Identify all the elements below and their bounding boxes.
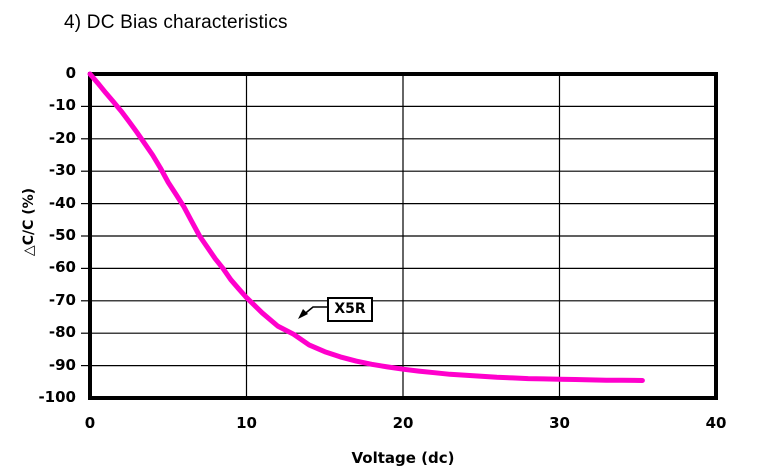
x5r-annotation-arrowhead [298, 309, 308, 319]
y-tick-label: -60 [48, 258, 76, 277]
y-tick-label: -100 [38, 388, 76, 406]
x-tick-label: 10 [236, 414, 257, 432]
y-tick-label: -70 [48, 290, 76, 309]
y-tick-label: -40 [48, 193, 76, 212]
chart-title: 4) DC Bias characteristics [64, 12, 288, 33]
plot-frame [88, 72, 718, 400]
y-tick-label: -20 [48, 128, 76, 147]
x5r-curve [87, 71, 645, 383]
x-tick-label: 20 [392, 414, 414, 432]
x-tick-label: 0 [84, 414, 96, 432]
y-tick-label: -30 [48, 161, 76, 180]
y-tick-label: -10 [48, 96, 76, 115]
y-tick-label: -90 [48, 355, 76, 374]
x-axis-label: Voltage (dc) [351, 449, 455, 467]
x-tick-label: 40 [705, 414, 727, 432]
x5r-annotation-label: X5R [327, 297, 373, 322]
x-tick-label: 30 [549, 414, 570, 432]
y-tick-label: 0 [65, 64, 76, 82]
y-tick-label: -80 [48, 323, 76, 342]
y-tick-label: -50 [48, 226, 76, 244]
